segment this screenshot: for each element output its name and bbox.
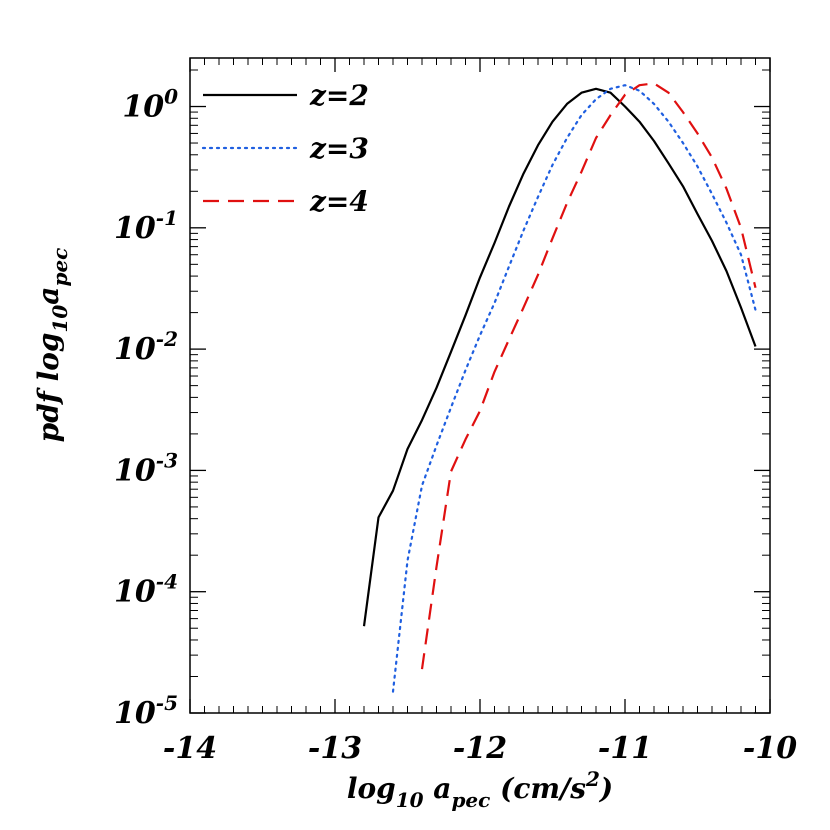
x-axis-title-var: a (424, 772, 452, 805)
x-axis-title-main-sub: 10 (396, 788, 424, 812)
y-tick-label-exponent: -2 (156, 327, 178, 351)
y-tick-label: 10-3 (114, 448, 178, 488)
x-tick-label: -14 (163, 731, 217, 766)
series-layer (362, 82, 757, 693)
x-axis-title-units-sup: 2 (585, 767, 600, 791)
x-axis-title-var-sub: pec (451, 788, 490, 812)
y-axis-title-pre-sub: 10 (48, 305, 72, 333)
y-tick-label: 10-5 (114, 691, 178, 731)
plot-frame (189, 57, 771, 714)
x-axis-title-main: log (347, 772, 396, 805)
y-tick-label: 10-4 (114, 570, 178, 610)
y-axis-title-var-sub: pec (48, 248, 72, 287)
y-tick-label: 100 (122, 85, 178, 125)
y-tick-label: 10-2 (114, 327, 178, 367)
legend-label: z=2 (309, 79, 369, 112)
x-tick-label: -13 (308, 731, 362, 766)
y-axis-title: pdf log10apec (32, 248, 72, 443)
x-tick-label: -11 (598, 731, 652, 766)
y-tick-label-exponent: -1 (156, 206, 178, 230)
y-axis-title-pre: pdf log (32, 333, 65, 443)
x-tick-label: -10 (743, 731, 797, 766)
y-tick-label-exponent: -4 (156, 570, 178, 594)
x-axis-ticks: -14 -13 -12 -11 -10 (163, 58, 797, 766)
series-line-z4 (420, 82, 757, 670)
legend-label: z=4 (309, 185, 369, 218)
y-tick-label-exponent: -3 (156, 448, 178, 472)
y-tick-label-base: 10 (114, 332, 156, 367)
y-tick-label-base: 10 (114, 211, 156, 246)
y-tick-label-base: 10 (114, 696, 156, 731)
y-tick-label-exponent: 0 (164, 85, 178, 109)
legend-label: z=3 (309, 132, 369, 165)
x-axis-title: log10 apec (cm/s2) (347, 767, 613, 812)
y-tick-label-base: 10 (122, 90, 164, 125)
y-tick-label-exponent: -5 (156, 691, 178, 715)
series-line-z3 (391, 84, 757, 693)
x-tick-label: -12 (453, 731, 507, 766)
x-axis-title-units-post: ) (598, 772, 613, 805)
y-axis-title-var: a (32, 287, 65, 305)
series-line-z2 (362, 87, 757, 627)
legend: z=2 z=3 z=4 (201, 79, 369, 218)
y-tick-label-base: 10 (114, 453, 156, 488)
x-axis-title-units-pre: (cm/s (490, 772, 586, 805)
plot-border (189, 57, 771, 714)
y-tick-label: 10-1 (114, 206, 178, 246)
y-tick-label-base: 10 (114, 575, 156, 610)
